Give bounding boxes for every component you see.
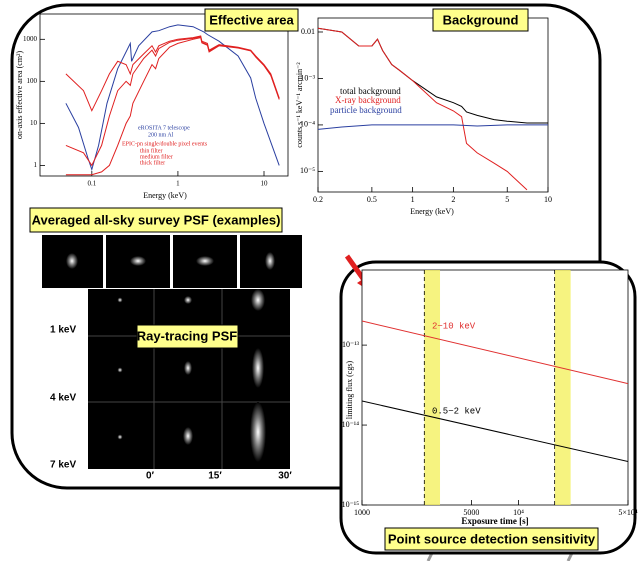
x-tick-label: 0.1 xyxy=(87,180,96,188)
chart-title: Effective area xyxy=(209,12,294,27)
plot-area xyxy=(361,269,629,506)
psf-spot xyxy=(66,253,78,269)
legend-entry: medium filter xyxy=(140,153,173,160)
psf-spot xyxy=(184,296,192,304)
plot-area xyxy=(317,17,549,193)
energy-label: 1 keV xyxy=(50,325,76,336)
psf-spot xyxy=(130,256,146,266)
psf-spot xyxy=(117,297,123,303)
y-tick-label: 10⁻¹⁵ xyxy=(342,500,360,509)
chart: 1000 5000 10⁴ 5×10⁴ 10⁻¹⁵ 10⁻¹⁴ 10⁻¹³ 2−10 keV 0… xyxy=(342,269,638,551)
series-line xyxy=(362,320,628,385)
y-axis-label: counts s⁻¹ keV⁻¹ arcmin⁻² xyxy=(295,62,304,148)
legend-entry: X-ray background xyxy=(335,95,401,105)
x-axis-label: Exposure time [s] xyxy=(461,516,528,526)
title-box xyxy=(432,8,529,32)
legend-entry: eROSITA 7 telescope xyxy=(138,125,190,131)
y-tick-label: 100 xyxy=(27,77,38,85)
chart-title: Point source detection sensitivity xyxy=(388,531,596,546)
y-tick-label: 1 xyxy=(34,161,38,169)
x-tick-label: 0.5 xyxy=(367,195,377,204)
x-tick-label: 2 xyxy=(451,195,455,204)
energy-label: 7 keV xyxy=(50,460,76,471)
x-tick-label: 5000 xyxy=(463,508,479,517)
offaxis-label: 0′ xyxy=(146,471,155,482)
series-line xyxy=(65,37,280,176)
psf-spot xyxy=(265,252,275,270)
y-tick-label: 10⁻¹⁴ xyxy=(342,420,360,429)
psf-spot xyxy=(184,361,192,375)
series-line xyxy=(318,27,528,191)
x-axis-label: Energy (keV) xyxy=(143,191,187,200)
arrow-shaft xyxy=(344,254,367,282)
band xyxy=(424,270,441,505)
y-tick-label: 10⁻¹³ xyxy=(342,340,360,349)
legend-entry: thick filter xyxy=(140,159,165,166)
title-box xyxy=(136,324,239,349)
x-tick-label: 10⁴ xyxy=(513,508,524,517)
psf-spot xyxy=(252,348,264,388)
psf-spot xyxy=(117,434,123,440)
x-tick-label: 10 xyxy=(261,180,269,188)
psf-spot xyxy=(183,427,193,445)
series-line xyxy=(65,24,280,172)
x-tick-label: 10 xyxy=(544,195,552,204)
x-tick-label: 1000 xyxy=(354,508,370,517)
x-tick-label: 5 xyxy=(505,195,509,204)
legend-entry: 200 nm Al xyxy=(148,132,174,138)
y-tick-label: 10⁻⁴ xyxy=(300,120,315,129)
legend-entry: particle background xyxy=(330,105,402,115)
psf-spot xyxy=(251,289,265,311)
chart-title: Background xyxy=(443,12,519,27)
psf-spot xyxy=(250,402,266,462)
offaxis-label: 30′ xyxy=(278,471,292,482)
psf-spot xyxy=(117,367,123,373)
y-axis-label: limiting flux (cgs) xyxy=(345,361,354,420)
plot-area xyxy=(39,13,289,177)
chart: 0.2 0.5 1 2 5 10 0.01 10⁻³ 10⁻⁴ 10⁻⁵ total backgro… xyxy=(295,8,552,216)
panel-title: Averaged all-sky survey PSF (examples) xyxy=(32,212,281,227)
y-tick-label: 10⁻⁵ xyxy=(300,166,315,175)
legend-entry: EPIC-pn single/double pixel events xyxy=(122,141,208,147)
y-tick-label: 10 xyxy=(30,119,38,127)
panel-title: Ray-tracing PSF xyxy=(137,328,237,343)
psf-panel: Averaged all-sky survey PSF (examples) R… xyxy=(29,207,302,482)
y-tick-label: 0.01 xyxy=(301,27,315,36)
x-axis-label: Energy (keV) xyxy=(410,207,454,216)
series-line xyxy=(362,400,628,462)
offaxis-label: 15′ xyxy=(208,471,222,482)
x-tick-label: 1 xyxy=(176,180,180,188)
legend-entry: total background xyxy=(340,86,401,96)
title-box xyxy=(29,207,283,233)
x-tick-label: 5×10⁴ xyxy=(618,508,638,517)
y-axis-label: on-axis effective area (cm²) xyxy=(15,51,24,140)
legend-entry: 0.5−2 keV xyxy=(432,406,481,416)
legend-entry: thin filter xyxy=(140,147,163,154)
psf-spot xyxy=(196,256,214,266)
title-box xyxy=(204,8,299,32)
legend-entry: 2−10 keV xyxy=(432,321,476,331)
x-tick-label: 1 xyxy=(411,195,415,204)
x-tick-label: 0.2 xyxy=(313,195,323,204)
energy-label: 4 keV xyxy=(50,393,76,404)
title-box xyxy=(384,527,599,551)
band xyxy=(554,270,571,505)
y-tick-label: 10⁻³ xyxy=(300,73,315,82)
series-line xyxy=(318,124,548,130)
y-tick-label: 1000 xyxy=(23,35,38,43)
